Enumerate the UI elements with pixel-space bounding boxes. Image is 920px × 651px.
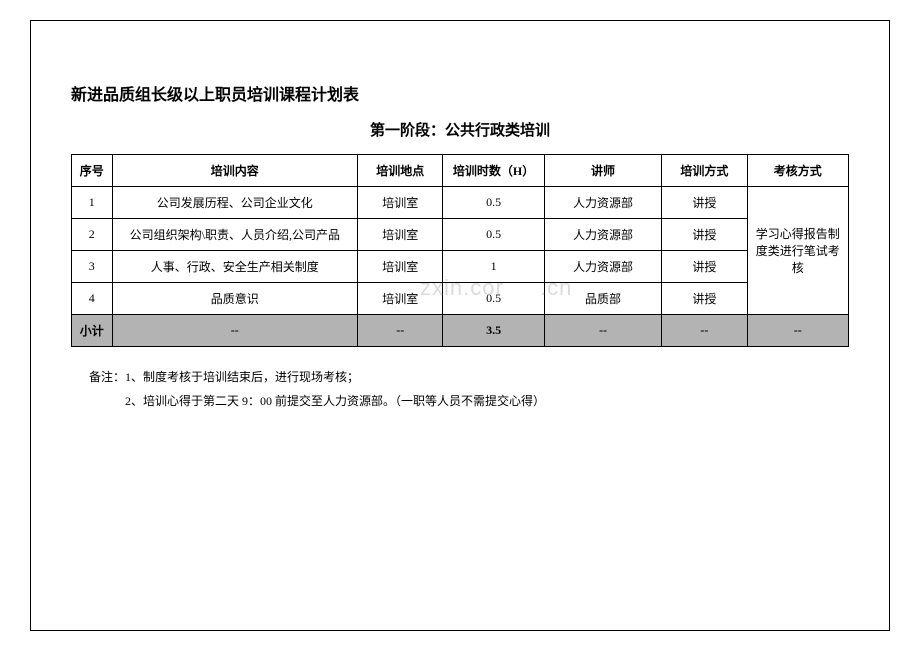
- subtotal-dash: --: [662, 315, 747, 347]
- subtotal-row: 小计 -- -- 3.5 -- -- --: [72, 315, 849, 347]
- header-location: 培训地点: [358, 155, 443, 187]
- cell-lecturer: 人力资源部: [544, 219, 661, 251]
- cell-assess-merged: 学习心得报告制度类进行笔试考核: [747, 187, 848, 315]
- subtotal-hours: 3.5: [443, 315, 544, 347]
- cell-lecturer: 品质部: [544, 283, 661, 315]
- page-border: 新进品质组长级以上职员培训课程计划表 第一阶段：公共行政类培训 序号 培训内容 …: [30, 20, 890, 631]
- subtotal-dash: --: [358, 315, 443, 347]
- cell-lecturer: 人力资源部: [544, 187, 661, 219]
- subtotal-dash: --: [544, 315, 661, 347]
- cell-seq: 1: [72, 187, 113, 219]
- cell-location: 培训室: [358, 283, 443, 315]
- note-line-1: 备注：1、制度考核于培训结束后，进行现场考核；: [89, 365, 849, 389]
- training-table: 序号 培训内容 培训地点 培训时数（H） 讲师 培训方式 考核方式 1 公司发展…: [71, 154, 849, 347]
- header-seq: 序号: [72, 155, 113, 187]
- cell-content: 公司组织架构\职责、人员介绍,公司产品: [112, 219, 357, 251]
- cell-location: 培训室: [358, 219, 443, 251]
- cell-hours: 0.5: [443, 283, 544, 315]
- subtotal-label: 小计: [72, 315, 113, 347]
- cell-method: 讲授: [662, 219, 747, 251]
- header-content: 培训内容: [112, 155, 357, 187]
- notes-section: 备注：1、制度考核于培训结束后，进行现场考核； 2、培训心得于第二天 9：00 …: [71, 365, 849, 413]
- cell-method: 讲授: [662, 283, 747, 315]
- cell-seq: 3: [72, 251, 113, 283]
- table-row: 3 人事、行政、安全生产相关制度 培训室 1 人力资源部 讲授: [72, 251, 849, 283]
- table-row: 4 品质意识 培训室 0.5 品质部 讲授: [72, 283, 849, 315]
- cell-content: 人事、行政、安全生产相关制度: [112, 251, 357, 283]
- note-line-2: 2、培训心得于第二天 9：00 前提交至人力资源部。（一职等人员不需提交心得）: [89, 389, 849, 413]
- header-lecturer: 讲师: [544, 155, 661, 187]
- table-row: 2 公司组织架构\职责、人员介绍,公司产品 培训室 0.5 人力资源部 讲授: [72, 219, 849, 251]
- cell-seq: 4: [72, 283, 113, 315]
- cell-hours: 0.5: [443, 219, 544, 251]
- cell-hours: 1: [443, 251, 544, 283]
- cell-method: 讲授: [662, 187, 747, 219]
- table-row: 1 公司发展历程、公司企业文化 培训室 0.5 人力资源部 讲授 学习心得报告制…: [72, 187, 849, 219]
- cell-seq: 2: [72, 219, 113, 251]
- subtotal-dash: --: [112, 315, 357, 347]
- cell-content: 品质意识: [112, 283, 357, 315]
- cell-lecturer: 人力资源部: [544, 251, 661, 283]
- cell-hours: 0.5: [443, 187, 544, 219]
- cell-content: 公司发展历程、公司企业文化: [112, 187, 357, 219]
- header-hours: 培训时数（H）: [443, 155, 544, 187]
- header-assess: 考核方式: [747, 155, 848, 187]
- document-title: 新进品质组长级以上职员培训课程计划表: [71, 81, 849, 105]
- cell-location: 培训室: [358, 251, 443, 283]
- note-prefix: 备注：: [89, 370, 125, 384]
- header-method: 培训方式: [662, 155, 747, 187]
- cell-location: 培训室: [358, 187, 443, 219]
- document-subtitle: 第一阶段：公共行政类培训: [71, 119, 849, 140]
- table-header-row: 序号 培训内容 培训地点 培训时数（H） 讲师 培训方式 考核方式: [72, 155, 849, 187]
- note-text-1: 1、制度考核于培训结束后，进行现场考核；: [125, 370, 359, 384]
- cell-method: 讲授: [662, 251, 747, 283]
- subtotal-dash: --: [747, 315, 848, 347]
